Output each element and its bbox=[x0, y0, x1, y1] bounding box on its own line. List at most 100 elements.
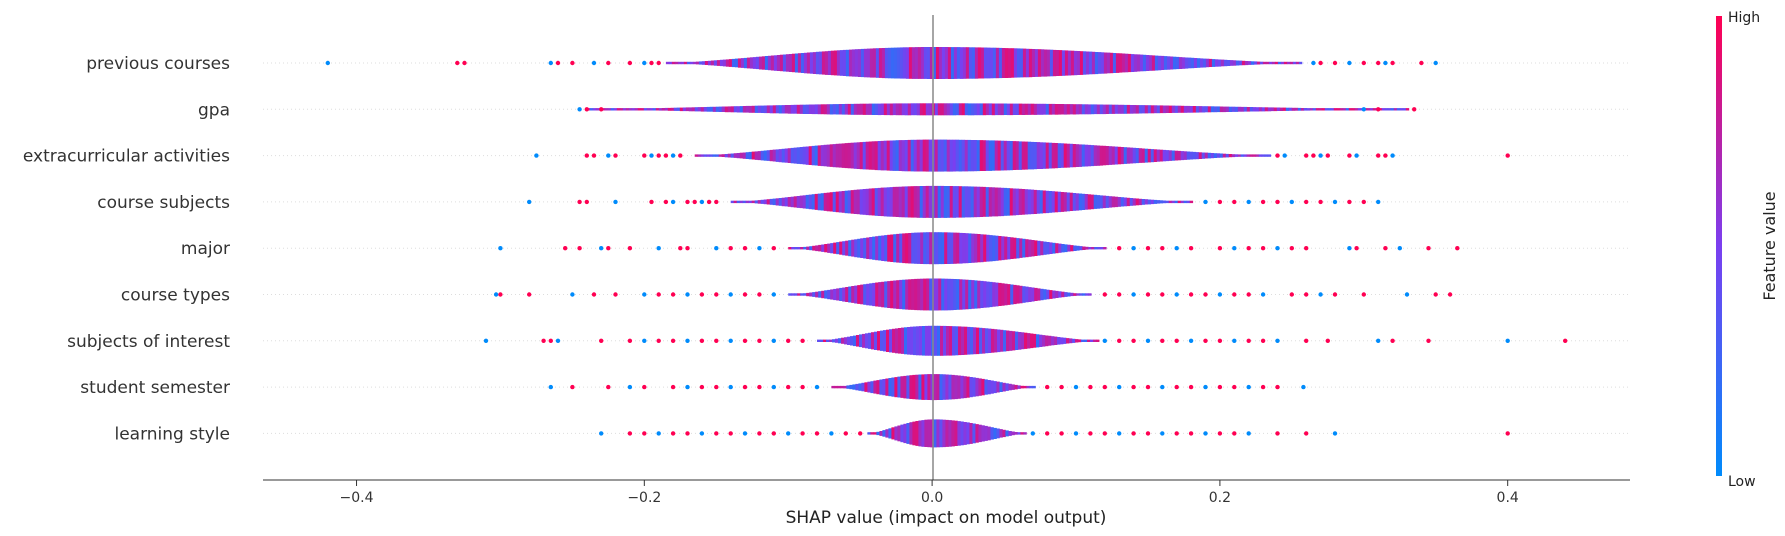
violin-strip bbox=[1127, 53, 1132, 73]
data-point bbox=[1426, 246, 1431, 251]
violin-strip bbox=[1159, 149, 1164, 162]
violin-strip bbox=[955, 326, 959, 356]
violin-strip bbox=[959, 47, 964, 79]
violin-strip bbox=[1219, 153, 1224, 158]
violin-strip bbox=[959, 279, 963, 310]
violin-strip bbox=[949, 186, 954, 218]
violin-strip bbox=[985, 187, 990, 217]
violin-strip bbox=[991, 140, 996, 171]
violin-strip bbox=[1273, 107, 1278, 112]
violin-strip bbox=[1043, 49, 1048, 77]
violin-strip bbox=[1150, 199, 1155, 205]
violin-strip bbox=[1096, 339, 1100, 342]
data-point bbox=[1289, 246, 1295, 251]
violin-strip bbox=[893, 280, 897, 309]
data-point bbox=[1102, 384, 1108, 390]
violin-strip bbox=[1252, 107, 1257, 112]
violin-strip bbox=[1297, 107, 1302, 111]
data-point bbox=[527, 199, 532, 205]
violin-strip bbox=[835, 338, 839, 343]
violin-strip bbox=[1000, 187, 1005, 217]
violin-strip bbox=[875, 236, 879, 261]
violin-strip bbox=[787, 148, 792, 163]
violin-strip bbox=[833, 50, 838, 76]
violin-strip bbox=[982, 328, 986, 354]
violin-strip bbox=[1142, 54, 1147, 72]
violin-strip bbox=[686, 61, 691, 65]
violin-strip bbox=[855, 383, 859, 391]
data-point bbox=[577, 199, 582, 205]
violin-strip bbox=[1204, 152, 1209, 159]
violin-strip bbox=[986, 234, 990, 262]
data-point bbox=[1232, 292, 1237, 297]
violin-strip bbox=[803, 52, 808, 74]
violin-strip bbox=[1177, 200, 1182, 204]
violin-strip bbox=[1039, 142, 1044, 169]
violin-strip bbox=[971, 280, 975, 309]
violin-strip bbox=[980, 47, 985, 79]
violin-strip bbox=[829, 339, 833, 342]
violin-strip bbox=[1072, 144, 1077, 168]
feature-row: gpa bbox=[198, 100, 1630, 120]
violin-strip bbox=[760, 105, 765, 113]
violin-strip bbox=[800, 53, 805, 73]
violin-strip bbox=[967, 186, 972, 218]
violin-strip bbox=[1042, 103, 1047, 115]
violin-strip bbox=[1066, 143, 1071, 168]
violin-strip bbox=[1171, 105, 1176, 113]
violin-strip bbox=[928, 139, 933, 172]
violin-strip bbox=[835, 143, 840, 168]
violin-strip bbox=[1060, 192, 1065, 212]
violin-strip bbox=[894, 426, 898, 441]
violin-strip bbox=[1201, 106, 1206, 113]
data-point bbox=[1160, 338, 1165, 343]
violin-strip bbox=[934, 103, 939, 116]
violin-strip bbox=[896, 280, 900, 309]
data-point bbox=[692, 199, 697, 205]
violin-strip bbox=[857, 285, 861, 304]
violin-strip bbox=[865, 103, 870, 115]
data-point bbox=[670, 384, 676, 390]
violin-strip bbox=[1006, 188, 1011, 216]
violin-strip bbox=[1276, 107, 1281, 111]
violin-strip bbox=[815, 51, 820, 75]
data-point bbox=[699, 292, 705, 297]
feature-label: previous courses bbox=[86, 54, 230, 74]
violin-strip bbox=[1196, 58, 1201, 68]
violin-strip bbox=[1133, 54, 1138, 72]
violin-strip bbox=[1091, 51, 1096, 75]
violin-strip bbox=[839, 50, 844, 76]
data-point bbox=[656, 292, 661, 297]
data-point bbox=[599, 246, 604, 251]
violin-strip bbox=[848, 286, 852, 303]
violin-strip bbox=[1039, 103, 1044, 115]
violin-strip bbox=[1073, 245, 1077, 251]
violin-strip bbox=[847, 336, 851, 345]
violin-strip bbox=[1291, 107, 1296, 111]
violin-strip bbox=[953, 279, 957, 310]
violin-strip bbox=[882, 430, 886, 437]
violin-strip bbox=[1000, 103, 1005, 116]
violin-strip bbox=[1067, 50, 1072, 76]
data-point bbox=[1301, 384, 1306, 390]
data-point bbox=[786, 384, 791, 390]
feature-row: previous courses bbox=[86, 47, 1630, 79]
violin-strip bbox=[775, 105, 780, 114]
data-point bbox=[1390, 60, 1395, 66]
data-point bbox=[649, 199, 654, 205]
violin-strip bbox=[896, 47, 901, 79]
violin-strip bbox=[900, 376, 904, 398]
violin-strip bbox=[805, 146, 810, 165]
data-point bbox=[757, 431, 762, 436]
violin-strip bbox=[901, 103, 906, 116]
violin-strip bbox=[748, 105, 753, 113]
violin-strip bbox=[823, 144, 828, 167]
violin-strip bbox=[1088, 247, 1092, 250]
violin-strip bbox=[1213, 106, 1218, 113]
violin-strip bbox=[818, 51, 823, 75]
violin-strip bbox=[875, 48, 880, 78]
data-point bbox=[656, 60, 661, 66]
data-point bbox=[627, 338, 633, 343]
violin-strip bbox=[1280, 61, 1285, 65]
violin-strip bbox=[1219, 106, 1224, 113]
